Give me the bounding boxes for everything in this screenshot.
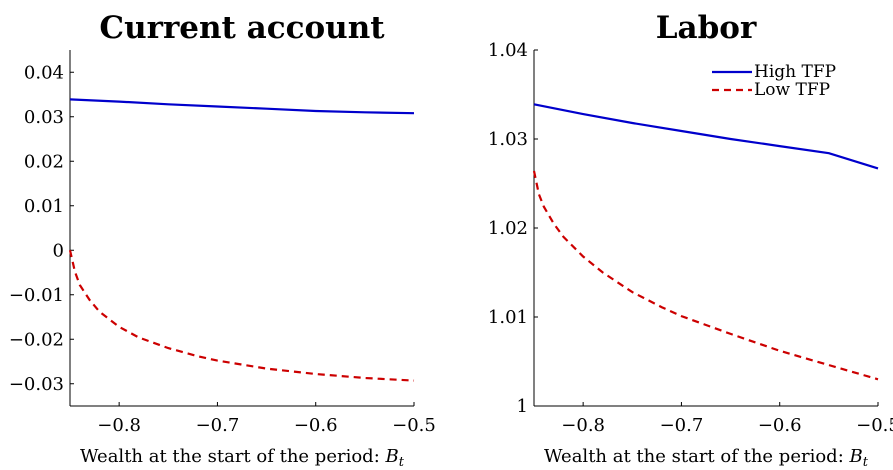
x-tick-label: −0.5 (856, 415, 893, 436)
y-tick-label: −0.01 (9, 285, 64, 306)
legend-label: High TFP (754, 62, 836, 82)
x-tick-label: −0.6 (294, 415, 338, 436)
x-axis-label-math: B (849, 446, 863, 467)
series-line-high-tfp (533, 103, 879, 170)
x-tick-label: −0.8 (97, 415, 141, 436)
chart-title: Current account (99, 10, 385, 46)
x-axis-label: Wealth at the start of the period: Bt (80, 446, 405, 470)
x-tick-label: −0.5 (392, 415, 436, 436)
chart-panel-1: Current account −0.03 −0.02 −0.01 0 0.01 0.02 0… (9, 10, 436, 470)
y-tick-label: 1.01 (488, 307, 528, 328)
series-line-low-tfp (68, 249, 415, 382)
y-tick-label: 1.03 (488, 129, 528, 150)
series-line-low-tfp (532, 170, 879, 381)
x-tick-label: −0.8 (561, 415, 605, 436)
x-tick-label: −0.7 (660, 415, 704, 436)
y-tick-label: 0.04 (24, 62, 64, 83)
y-tick-label: −0.02 (9, 329, 64, 350)
y-tick-label: 1.04 (488, 40, 528, 61)
x-axis-label-text: Wealth at the start of the period: (544, 446, 849, 467)
x-tick-label: −0.7 (196, 415, 240, 436)
y-tick-label: 0.03 (24, 107, 64, 128)
y-tick-label: 1 (517, 396, 528, 417)
x-tick-label: −0.6 (758, 415, 802, 436)
chart-title: Labor (656, 10, 757, 46)
y-tick-label: 0 (53, 240, 64, 261)
legend-label: Low TFP (754, 80, 830, 100)
y-tick-label: 1.02 (488, 218, 528, 239)
x-axis-label-subscript: t (399, 455, 405, 470)
series-line-high-tfp (69, 98, 415, 115)
y-tick-label: 0.01 (24, 196, 64, 217)
y-tick-label: −0.03 (9, 374, 64, 395)
y-tick-label: 0.02 (24, 151, 64, 172)
x-axis-label-math: B (385, 446, 399, 467)
x-axis-label-text: Wealth at the start of the period: (80, 446, 385, 467)
x-axis-label-subscript: t (863, 455, 869, 470)
chart-panel-2: Labor 1 1.01 1.02 1.03 1.04 −0.8 −0.7 −0.6 −0.5 We… (488, 10, 893, 470)
x-axis-label: Wealth at the start of the period: Bt (544, 446, 869, 470)
